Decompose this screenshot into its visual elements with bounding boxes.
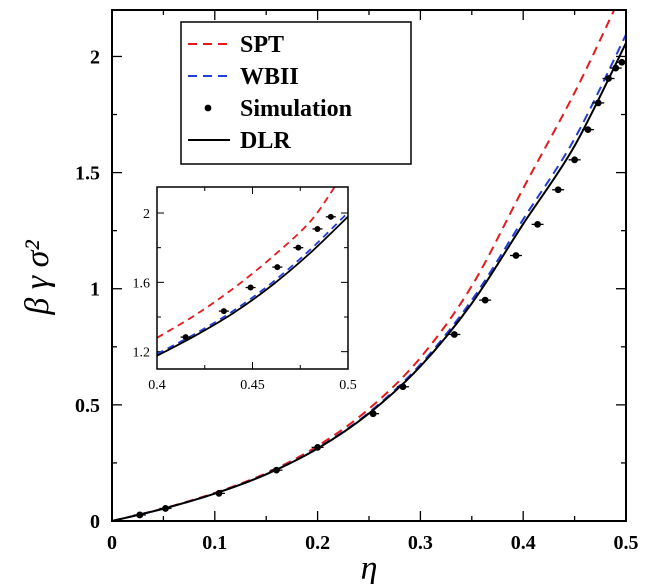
inset-simulation-point xyxy=(220,308,227,315)
main-simulation-point xyxy=(571,156,578,164)
inset-frame xyxy=(156,186,349,370)
main-simulation-point xyxy=(554,186,562,194)
inset-xtick-label: 0.5 xyxy=(339,378,357,393)
inset-simulation-point xyxy=(327,213,334,220)
legend: SPT WBII Simulation DLR xyxy=(180,21,412,165)
legend-label-dlr: DLR xyxy=(240,128,291,154)
main-simulation-point xyxy=(481,296,489,304)
inset-simulation-point xyxy=(314,225,321,232)
inset-xtick-label: 0.4 xyxy=(148,378,166,393)
legend-label-wbii: WBII xyxy=(240,64,299,90)
inset-simulation-point xyxy=(182,334,189,341)
inset-xtick-label: 0.45 xyxy=(240,378,265,393)
main-simulation-point xyxy=(136,511,144,519)
main-simulation-point xyxy=(314,443,321,451)
main-ytick-label: 2 xyxy=(90,46,100,68)
main-simulation-point xyxy=(584,126,592,134)
main-xtick-label: 0.2 xyxy=(305,532,330,554)
inset-series-wbii xyxy=(157,211,348,355)
main-frame xyxy=(111,9,627,522)
main-simulation-point xyxy=(273,466,280,474)
inset-ytick-label: 1.6 xyxy=(133,276,151,291)
legend-marker-simulation xyxy=(204,104,212,112)
main-simulation-point xyxy=(399,383,407,391)
inset-simulation-point xyxy=(295,244,302,251)
main-simulation-point xyxy=(162,505,169,512)
inset-plot: 0.4 0.45 0.5 1.2 1.6 2 xyxy=(133,186,357,393)
main-series-dlr xyxy=(112,42,626,521)
main-xtick-label: 0.3 xyxy=(408,532,433,554)
main-ytick-label: 0.5 xyxy=(75,395,100,417)
main-plot: 0 0.1 0.2 0.3 0.4 0.5 0 0.5 1 1.5 2 η β γ σ² xyxy=(19,9,639,584)
main-simulation-point xyxy=(594,99,602,107)
main-xtick-label: 0.5 xyxy=(614,532,639,554)
x-axis-title: η xyxy=(361,550,378,584)
main-ytick-label: 0 xyxy=(90,511,100,533)
main-xtick-label: 0 xyxy=(107,532,117,554)
inset-series-spt xyxy=(157,187,336,339)
legend-box xyxy=(180,21,412,165)
legend-label-simulation: Simulation xyxy=(240,96,352,122)
legend-label-spt: SPT xyxy=(240,32,284,58)
inset-ytick-label: 1.2 xyxy=(133,346,151,361)
main-xtick-label: 0.1 xyxy=(202,532,227,554)
inset-ytick-label: 2 xyxy=(143,207,150,222)
main-series-spt xyxy=(112,10,616,521)
main-simulation-point xyxy=(605,75,612,82)
inset-simulation-point xyxy=(274,264,281,271)
main-simulation-point xyxy=(215,489,223,497)
main-simulation-point xyxy=(369,410,377,418)
main-simulation-point xyxy=(618,58,626,66)
main-simulation-point xyxy=(612,64,620,72)
main-simulation-point xyxy=(512,252,520,259)
inset-simulation-point xyxy=(247,284,254,291)
main-ytick-label: 1.5 xyxy=(75,163,100,185)
main-xtick-label: 0.4 xyxy=(511,532,536,554)
inset-series-dlr xyxy=(157,215,348,357)
y-axis-title: β γ σ² xyxy=(19,240,56,316)
main-simulation-point xyxy=(450,331,458,338)
main-ytick-label: 1 xyxy=(90,279,100,301)
main-simulation-point xyxy=(534,220,541,228)
